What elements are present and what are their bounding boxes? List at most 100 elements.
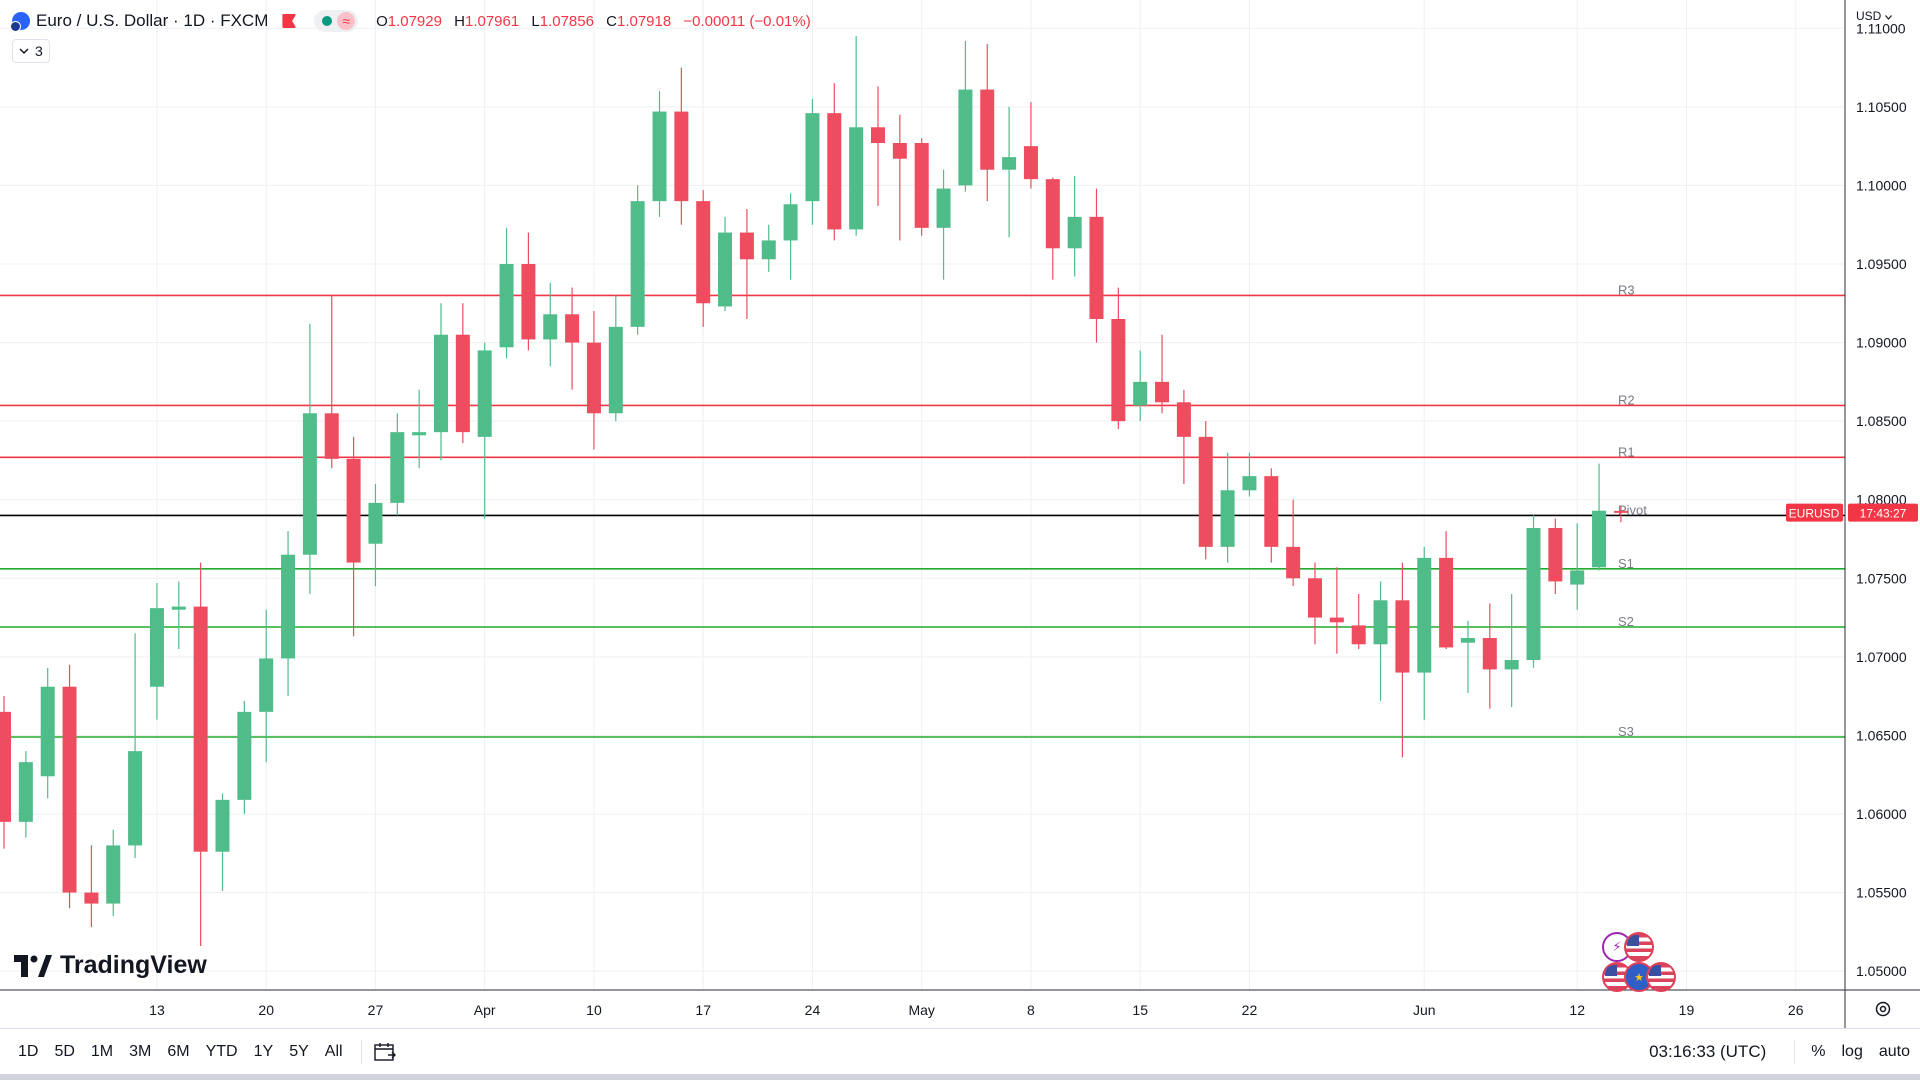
candle-body	[1351, 625, 1366, 645]
candle-body	[1548, 528, 1563, 582]
toolbar-divider	[360, 1039, 362, 1064]
candle-body	[62, 686, 77, 893]
us-flag-icon[interactable]	[1624, 932, 1654, 962]
range-1d-button[interactable]: 1D	[18, 1042, 39, 1060]
auto-scale-toggle[interactable]: auto	[1878, 1042, 1910, 1060]
candle	[1198, 421, 1213, 560]
percent-scale-toggle[interactable]: %	[1811, 1042, 1826, 1060]
candle	[1504, 594, 1519, 708]
candle	[1264, 468, 1279, 563]
candle	[324, 295, 339, 469]
indicators-toggle[interactable]: 3	[12, 39, 50, 63]
close-label: C	[606, 12, 617, 30]
x-tick-label: Jun	[1413, 1002, 1436, 1018]
x-tick-label: 20	[258, 1002, 274, 1018]
candle-body	[849, 127, 864, 230]
x-tick-label: 17	[695, 1002, 711, 1018]
euro-dollar-symbol-icon[interactable]	[10, 12, 30, 32]
candle-body	[761, 240, 776, 260]
x-tick-label: Apr	[474, 1002, 496, 1018]
change-value: −0.00011 (−0.01%)	[683, 12, 811, 30]
candle-body	[1045, 179, 1060, 249]
candle-body	[499, 264, 514, 348]
range-5y-button[interactable]: 5Y	[289, 1042, 309, 1060]
candle	[630, 185, 645, 335]
candle	[739, 209, 754, 319]
candle-body	[1155, 381, 1170, 403]
y-tick-label: 1.07000	[1856, 649, 1907, 665]
candle	[761, 224, 776, 272]
range-1m-button[interactable]: 1M	[90, 1042, 114, 1060]
log-scale-toggle[interactable]: log	[1841, 1042, 1863, 1060]
candles	[0, 36, 1628, 946]
candle-body	[543, 314, 558, 340]
candle-body	[1526, 528, 1541, 660]
high-value: 1.07961	[464, 12, 520, 30]
candle-body	[871, 127, 885, 143]
candle	[18, 751, 33, 838]
candle	[1526, 515, 1541, 668]
scale-controls: 03:16:33 (UTC) % log auto	[1649, 1029, 1910, 1074]
candle-body	[1198, 436, 1213, 547]
bottom-toolbar: 1D 5D 1M 3M 6M YTD 1Y 5Y All 03:16:33 (U…	[0, 1028, 1920, 1074]
candle	[1220, 452, 1235, 563]
candle	[805, 99, 820, 225]
candle	[499, 227, 514, 359]
range-5d-button[interactable]: 5D	[54, 1042, 75, 1060]
candle	[958, 40, 973, 192]
candle-body	[128, 751, 143, 846]
candle	[1286, 499, 1301, 587]
candle	[149, 583, 164, 720]
x-tick-label: 15	[1132, 1002, 1148, 1018]
level-label-r1: R1	[1618, 444, 1635, 459]
range-6m-button[interactable]: 6M	[167, 1042, 190, 1060]
candle-body	[1242, 476, 1257, 491]
candle	[849, 36, 864, 236]
candle-body	[892, 143, 907, 159]
range-1y-button[interactable]: 1Y	[253, 1042, 274, 1060]
candle	[215, 793, 230, 891]
candle-body	[40, 686, 55, 777]
range-3m-button[interactable]: 3M	[129, 1042, 152, 1060]
candle-body	[455, 334, 470, 433]
axis-currency-button[interactable]: USD	[1856, 9, 1892, 23]
candle	[106, 829, 121, 917]
candle	[390, 413, 405, 516]
candle	[434, 303, 448, 461]
calendar-range-icon[interactable]	[372, 1041, 398, 1063]
symbol-title[interactable]: Euro / U.S. Dollar · 1D · FXCM	[36, 11, 269, 30]
x-tick-label: 27	[368, 1002, 384, 1018]
range-ytd-button[interactable]: YTD	[205, 1042, 238, 1060]
flag-icon[interactable]	[282, 14, 297, 28]
candle-body	[1002, 157, 1017, 170]
level-label-s2: S2	[1618, 614, 1634, 629]
candle-body	[215, 799, 230, 852]
y-tick-label: 1.08500	[1856, 413, 1907, 429]
market-status-pill[interactable]: ≈	[314, 10, 359, 32]
utc-clock[interactable]: 03:16:33 (UTC)	[1649, 1041, 1767, 1061]
candle	[1460, 620, 1475, 693]
x-tick-label: 24	[805, 1002, 821, 1018]
pivot-levels: R3 R2 R1 Pivot S1 S2 S3	[0, 282, 1845, 739]
candle	[1308, 562, 1322, 645]
candle-body	[1286, 546, 1301, 579]
candle	[521, 232, 536, 351]
candle-body	[171, 606, 186, 610]
candle-body	[1613, 510, 1628, 513]
tradingview-logo[interactable]: TradingView	[14, 951, 207, 980]
candle	[281, 531, 296, 697]
range-all-button[interactable]: All	[324, 1042, 343, 1060]
candle-body	[958, 89, 973, 186]
us-flag-icon[interactable]	[1646, 962, 1676, 992]
candle	[871, 86, 885, 206]
candle	[936, 169, 951, 280]
candle-body	[281, 554, 296, 659]
candle-body	[1089, 216, 1104, 319]
high-label: H	[454, 12, 465, 30]
candle-body	[630, 201, 645, 327]
chart-settings-gear-icon[interactable]	[1872, 998, 1894, 1020]
candle	[412, 389, 427, 469]
candle-body	[106, 845, 121, 904]
y-tick-label: 1.06500	[1856, 727, 1907, 743]
